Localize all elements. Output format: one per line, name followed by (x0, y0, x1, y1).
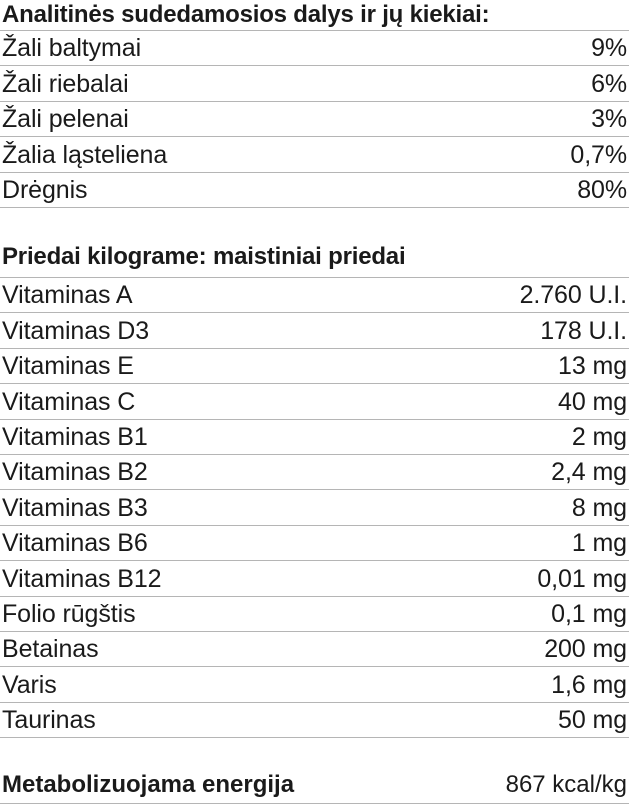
row-value: 1 mg (571, 529, 627, 558)
row-value: 0,7% (570, 140, 627, 169)
row-value: 200 mg (544, 635, 627, 664)
row-value: 0,1 mg (551, 599, 627, 628)
row-value: 8 mg (571, 493, 627, 522)
table-row: Vitaminas D3 178 U.I. (0, 313, 629, 349)
row-label: Žali riebalai (2, 69, 129, 98)
table-row: Vitaminas B3 8 mg (0, 490, 629, 526)
row-label: Varis (2, 670, 57, 699)
table-row: Vitaminas B6 1 mg (0, 526, 629, 562)
row-value: 2 mg (571, 422, 627, 451)
row-label: Vitaminas E (2, 352, 134, 381)
table-row: Vitaminas A 2.760 U.I. (0, 278, 629, 314)
row-label: Taurinas (2, 706, 96, 735)
row-value: 1,6 mg (551, 670, 627, 699)
table-row: Taurinas 50 mg (0, 703, 629, 739)
table-row: Vitaminas E 13 mg (0, 349, 629, 385)
row-label: Drėgnis (2, 175, 88, 204)
row-value: 50 mg (558, 706, 627, 735)
row-label: Žalia ląsteliena (2, 140, 168, 169)
analytical-components-title: Analitinės sudedamosios dalys ir jų kiek… (2, 1, 490, 28)
row-value: 178 U.I. (540, 316, 627, 345)
table-row: Žali riebalai 6% (0, 66, 629, 102)
row-value: 3% (591, 105, 627, 134)
table-row: Vitaminas B1 2 mg (0, 420, 629, 455)
additives-title: Priedai kilograme: maistiniai priedai (2, 243, 406, 270)
row-label: Vitaminas C (2, 387, 136, 416)
row-label: Vitaminas B3 (2, 493, 148, 522)
row-label: Vitaminas B12 (2, 564, 162, 593)
table-row: Žali pelenai 3% (0, 102, 629, 138)
row-label: Folio rūgštis (2, 599, 136, 628)
table-row: Varis 1,6 mg (0, 667, 629, 703)
row-label: Vitaminas A (2, 281, 133, 310)
analytical-components-table: Žali baltymai 9% Žali riebalai 6% Žali p… (0, 30, 629, 208)
additives-table: Vitaminas A 2.760 U.I. Vitaminas D3 178 … (0, 277, 629, 739)
row-label: Žali baltymai (2, 34, 142, 63)
energy-value: 867 kcal/kg (505, 771, 627, 798)
row-label: Vitaminas B1 (2, 422, 148, 451)
row-value: 2.760 U.I. (519, 281, 628, 310)
table-row: Žali baltymai 9% (0, 31, 629, 67)
row-value: 9% (591, 34, 627, 63)
row-value: 40 mg (558, 387, 627, 416)
energy-label: Metabolizuojama energija (2, 771, 295, 798)
row-label: Vitaminas B2 (2, 458, 148, 487)
row-value: 0,01 mg (537, 564, 627, 593)
row-value: 80% (577, 175, 627, 204)
table-row: Folio rūgštis 0,1 mg (0, 597, 629, 632)
row-label: Vitaminas B6 (2, 529, 148, 558)
row-value: 13 mg (558, 352, 627, 381)
table-row: Vitaminas B2 2,4 mg (0, 455, 629, 491)
table-row: Žalia ląsteliena 0,7% (0, 137, 629, 173)
table-row: Vitaminas C 40 mg (0, 384, 629, 420)
row-label: Vitaminas D3 (2, 316, 150, 345)
row-label: Betainas (2, 635, 99, 664)
table-row: Vitaminas B12 0,01 mg (0, 561, 629, 597)
table-row: Betainas 200 mg (0, 632, 629, 668)
row-value: 6% (591, 69, 627, 98)
row-label: Žali pelenai (2, 105, 129, 134)
metabolizable-energy-row: Metabolizuojama energija 867 kcal/kg (0, 764, 629, 804)
row-value: 2,4 mg (551, 458, 627, 487)
table-row: Drėgnis 80% (0, 173, 629, 208)
